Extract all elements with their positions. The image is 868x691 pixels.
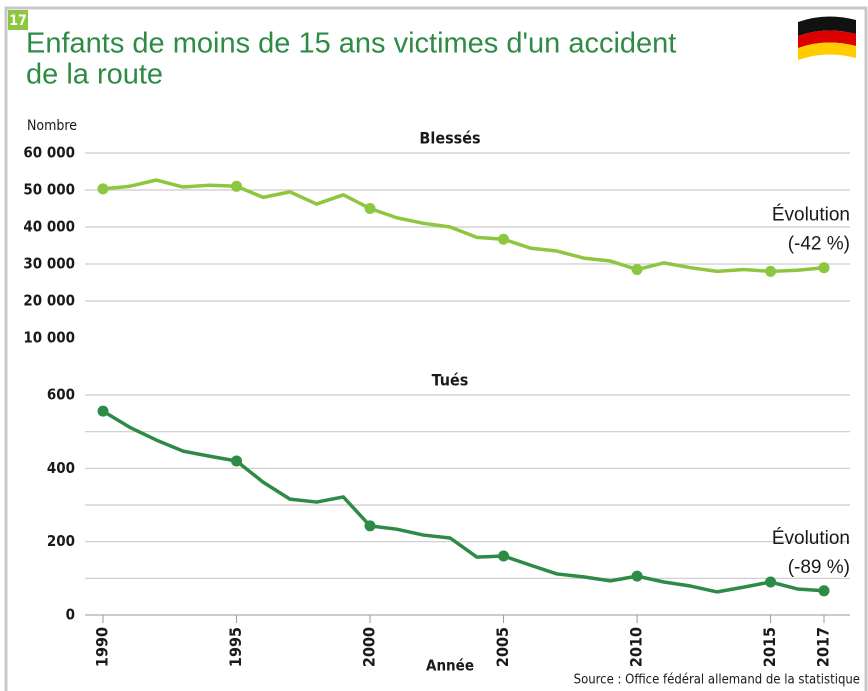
- x-tick-label: 2005: [493, 627, 512, 667]
- marker: [364, 520, 376, 532]
- marker: [231, 180, 243, 192]
- line: [102, 409, 825, 594]
- annotation: Évolution: [772, 205, 850, 226]
- marker: [765, 265, 777, 277]
- x-tick-label: 1990: [93, 627, 112, 667]
- marker: [631, 264, 643, 276]
- marker: [818, 585, 830, 597]
- y-tick-label: 400: [47, 459, 75, 477]
- marker: [97, 405, 109, 417]
- annotation: (-89 %): [788, 557, 850, 578]
- badge-box: [8, 10, 28, 30]
- y-tick-label: 40 000: [23, 218, 75, 236]
- marker: [818, 262, 830, 274]
- frame: [4, 6, 868, 691]
- x-tick-label: 2000: [360, 627, 379, 667]
- marker: [364, 203, 376, 214]
- marker: [97, 183, 109, 195]
- y-tick-label: 200: [47, 532, 75, 550]
- badge: 17: [9, 13, 27, 29]
- panel-title: Tués: [432, 371, 469, 390]
- flag: [798, 16, 856, 60]
- marker: [631, 570, 643, 582]
- y-tick-label: 60 000: [23, 144, 75, 162]
- annotation: Évolution: [772, 528, 850, 549]
- title-line: Enfants de moins de 15 ans victimes d'un…: [26, 28, 676, 60]
- annotation: (-42 %): [788, 234, 850, 255]
- y-tick-label: 600: [47, 386, 75, 404]
- x-tick-label: 2017: [814, 627, 833, 667]
- marker: [498, 233, 510, 245]
- x-tick-label: 1995: [226, 627, 245, 667]
- panel-title: Blessés: [419, 129, 480, 148]
- y-tick-label: 30 000: [23, 255, 75, 273]
- marker: [231, 455, 243, 467]
- y-tick-label: 20 000: [23, 292, 75, 310]
- x-tick-label: 2015: [760, 627, 779, 667]
- y-tick-label: 50 000: [23, 181, 75, 199]
- x-tick-label: 2010: [627, 627, 646, 667]
- marker: [498, 550, 510, 562]
- marker: [765, 576, 777, 588]
- y-tick-label: 10 000: [23, 329, 75, 347]
- line: [102, 178, 825, 274]
- source: Source : Office fédéral allemand de la s…: [574, 673, 860, 688]
- x-axis-label: Année: [426, 657, 474, 675]
- title-line: de la route: [26, 59, 163, 91]
- y-tick-label: 0: [66, 606, 75, 624]
- y-axis-label: Nombre: [27, 118, 77, 134]
